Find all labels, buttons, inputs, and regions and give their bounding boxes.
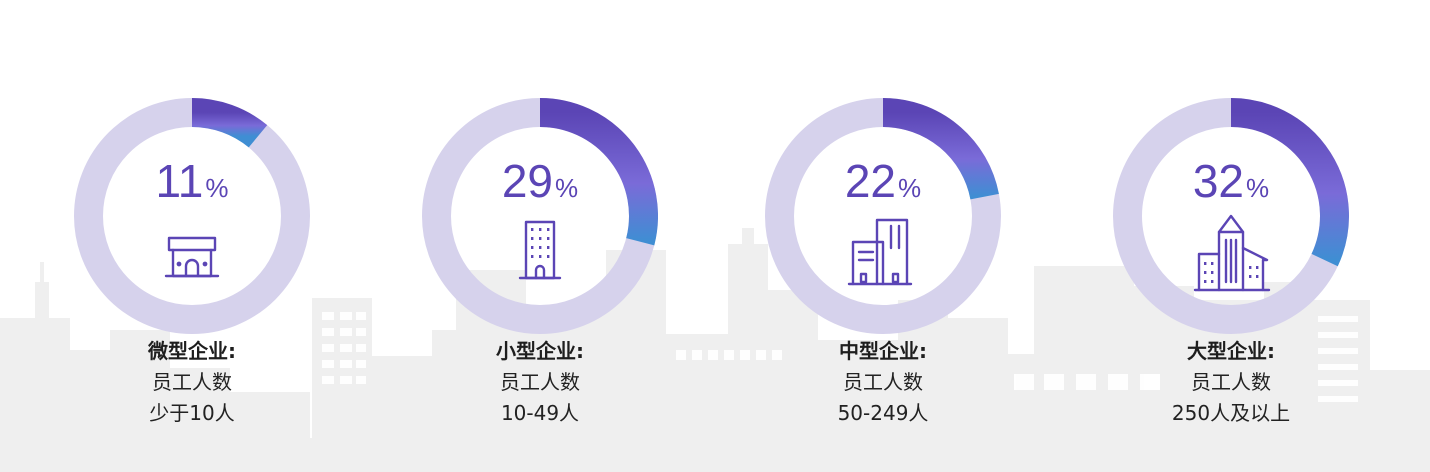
enterprise-label: 小型企业: 员工人数 10-49人 bbox=[390, 336, 690, 429]
enterprise-title: 中型企业: bbox=[839, 339, 927, 363]
percent-number: 32 bbox=[1192, 155, 1245, 207]
percent-value: 22% bbox=[733, 155, 1033, 214]
skyscraper-complex-icon bbox=[1181, 212, 1281, 296]
enterprise-card-micro: 11% 微型企业: 员工人数 少于10人 bbox=[42, 0, 342, 472]
description-line-2: 少于10人 bbox=[149, 401, 235, 425]
donut-svg bbox=[422, 98, 658, 334]
percent-unit: % bbox=[205, 173, 229, 203]
description-line-1: 员工人数 bbox=[1191, 370, 1271, 394]
donut-svg bbox=[74, 98, 310, 334]
description-line-2: 50-249人 bbox=[837, 401, 929, 425]
percent-unit: % bbox=[1246, 173, 1270, 203]
donut-svg bbox=[765, 98, 1001, 334]
enterprise-label: 大型企业: 员工人数 250人及以上 bbox=[1081, 336, 1381, 429]
percent-unit: % bbox=[898, 173, 922, 203]
donut-chart bbox=[422, 98, 658, 334]
enterprise-title: 大型企业: bbox=[1187, 339, 1275, 363]
enterprise-label: 中型企业: 员工人数 50-249人 bbox=[733, 336, 1033, 429]
enterprise-title: 微型企业: bbox=[148, 339, 236, 363]
enterprise-label: 微型企业: 员工人数 少于10人 bbox=[42, 336, 342, 429]
enterprise-card-large: 32% 大型企业: 员工人数 250人及以上 bbox=[1081, 0, 1381, 472]
donut-value-arc bbox=[191, 98, 268, 148]
donut-chart bbox=[1113, 98, 1349, 334]
percent-value: 11% bbox=[42, 155, 342, 214]
office-building-icon bbox=[490, 212, 590, 296]
enterprise-card-medium: 22% 中型企业: 员工人数 50-249人 bbox=[733, 0, 1033, 472]
description-line-2: 250人及以上 bbox=[1171, 401, 1291, 425]
description-line-2: 10-49人 bbox=[500, 401, 580, 425]
donut-value-arc bbox=[1230, 98, 1349, 267]
donut-chart bbox=[74, 98, 310, 334]
twin-towers-icon bbox=[833, 212, 933, 296]
donut-value-arc bbox=[539, 98, 658, 246]
percent-value: 29% bbox=[390, 155, 690, 214]
enterprise-card-small: 29% 小型企业: 员工人数 10-49人 bbox=[390, 0, 690, 472]
percent-number: 11 bbox=[155, 155, 204, 207]
percent-number: 22 bbox=[844, 155, 897, 207]
small-shop-icon bbox=[142, 212, 242, 296]
description-line-1: 员工人数 bbox=[843, 370, 923, 394]
description-line-1: 员工人数 bbox=[152, 370, 232, 394]
donut-value-arc bbox=[882, 98, 999, 200]
enterprise-title: 小型企业: bbox=[496, 339, 584, 363]
donut-chart bbox=[765, 98, 1001, 334]
percent-value: 32% bbox=[1081, 155, 1381, 214]
percent-unit: % bbox=[555, 173, 579, 203]
description-line-1: 员工人数 bbox=[500, 370, 580, 394]
donut-svg bbox=[1113, 98, 1349, 334]
percent-number: 29 bbox=[501, 155, 554, 207]
